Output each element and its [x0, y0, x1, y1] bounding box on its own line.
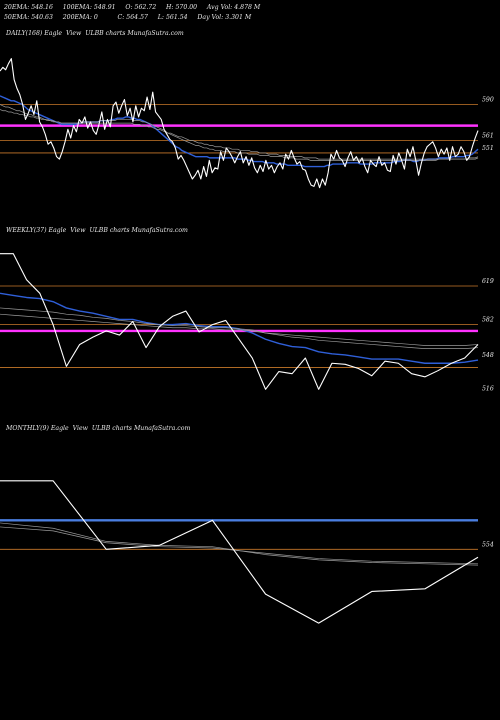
weekly-panel-label: WEEKLY(37) Eagle View ULBB charts Munafa… — [6, 227, 188, 234]
y-tick-label: 554 — [482, 541, 494, 548]
weekly-panel: WEEKLY(37) Eagle View ULBB charts Munafa… — [0, 227, 494, 393]
series-line-ema-grey-2 — [0, 313, 479, 346]
y-tick-label: 551 — [482, 145, 494, 152]
daily-panel-label: DAILY(168) Eagle View ULBB charts Munafa… — [5, 30, 184, 37]
daily-panel: DAILY(168) Eagle View ULBB charts Munafa… — [0, 30, 494, 189]
series-line-price — [0, 58, 479, 189]
series-line-ema-grey-2 — [0, 526, 479, 565]
monthly-panel-label: MONTHLY(9) Eagle View ULBB charts Munafa… — [5, 425, 190, 432]
y-tick-label: 590 — [482, 97, 494, 104]
y-tick-label: 516 — [482, 386, 494, 393]
header: 20EMA: 548.16 100EMA: 548.91 O: 562.72 H… — [3, 4, 261, 21]
y-tick-label: 548 — [482, 352, 494, 359]
series-line-ema-grey-2 — [0, 109, 479, 160]
series-line-price — [0, 253, 479, 390]
y-tick-label: 619 — [482, 278, 494, 285]
series-line-price — [0, 480, 479, 624]
y-tick-label: 582 — [482, 317, 494, 324]
series-line-ema-grey-1 — [0, 307, 479, 349]
monthly-panel: MONTHLY(9) Eagle View ULBB charts Munafa… — [0, 425, 494, 624]
y-tick-label: 561 — [482, 133, 494, 140]
header-row-1: 20EMA: 548.16 100EMA: 548.91 O: 562.72 H… — [3, 4, 261, 11]
header-row-2: 50EMA: 540.63 200EMA: 0 C: 564.57 L: 561… — [4, 14, 252, 21]
